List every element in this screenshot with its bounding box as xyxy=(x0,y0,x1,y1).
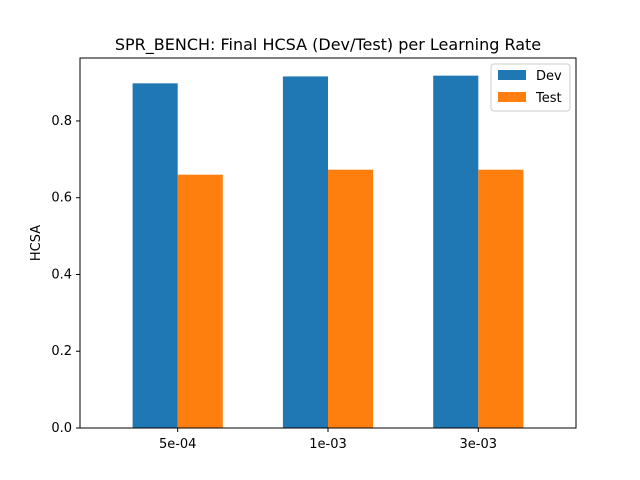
x-axis: 5e-04 1e-03 3e-03 xyxy=(159,428,497,452)
x-tick-label: 3e-03 xyxy=(460,437,498,452)
y-tick-label: 0.8 xyxy=(51,114,72,129)
legend-label-test: Test xyxy=(535,91,562,106)
y-axis-label: HCSA xyxy=(29,225,44,261)
x-tick-label: 5e-04 xyxy=(159,437,197,452)
bar-dev-3e-03 xyxy=(433,75,479,428)
bar-dev-1e-03 xyxy=(282,76,328,429)
y-tick-label: 0.6 xyxy=(51,191,72,206)
y-axis: 0.0 0.2 0.4 0.6 0.8 xyxy=(51,114,80,436)
y-tick-label: 0.0 xyxy=(51,421,72,436)
legend-swatch-dev xyxy=(498,70,526,80)
bar-test-3e-03 xyxy=(478,169,524,429)
y-tick-label: 0.2 xyxy=(51,344,72,359)
chart-title: SPR_BENCH: Final HCSA (Dev/Test) per Lea… xyxy=(115,35,541,55)
bars xyxy=(132,75,524,429)
legend: Dev Test xyxy=(490,63,571,112)
y-tick-label: 0.4 xyxy=(51,267,72,282)
bar-dev-5e-04 xyxy=(132,83,178,429)
bar-test-1e-03 xyxy=(328,169,374,429)
legend-swatch-test xyxy=(498,92,526,102)
x-tick-label: 1e-03 xyxy=(309,437,347,452)
bar-test-5e-04 xyxy=(177,174,223,428)
legend-label-dev: Dev xyxy=(536,69,562,84)
